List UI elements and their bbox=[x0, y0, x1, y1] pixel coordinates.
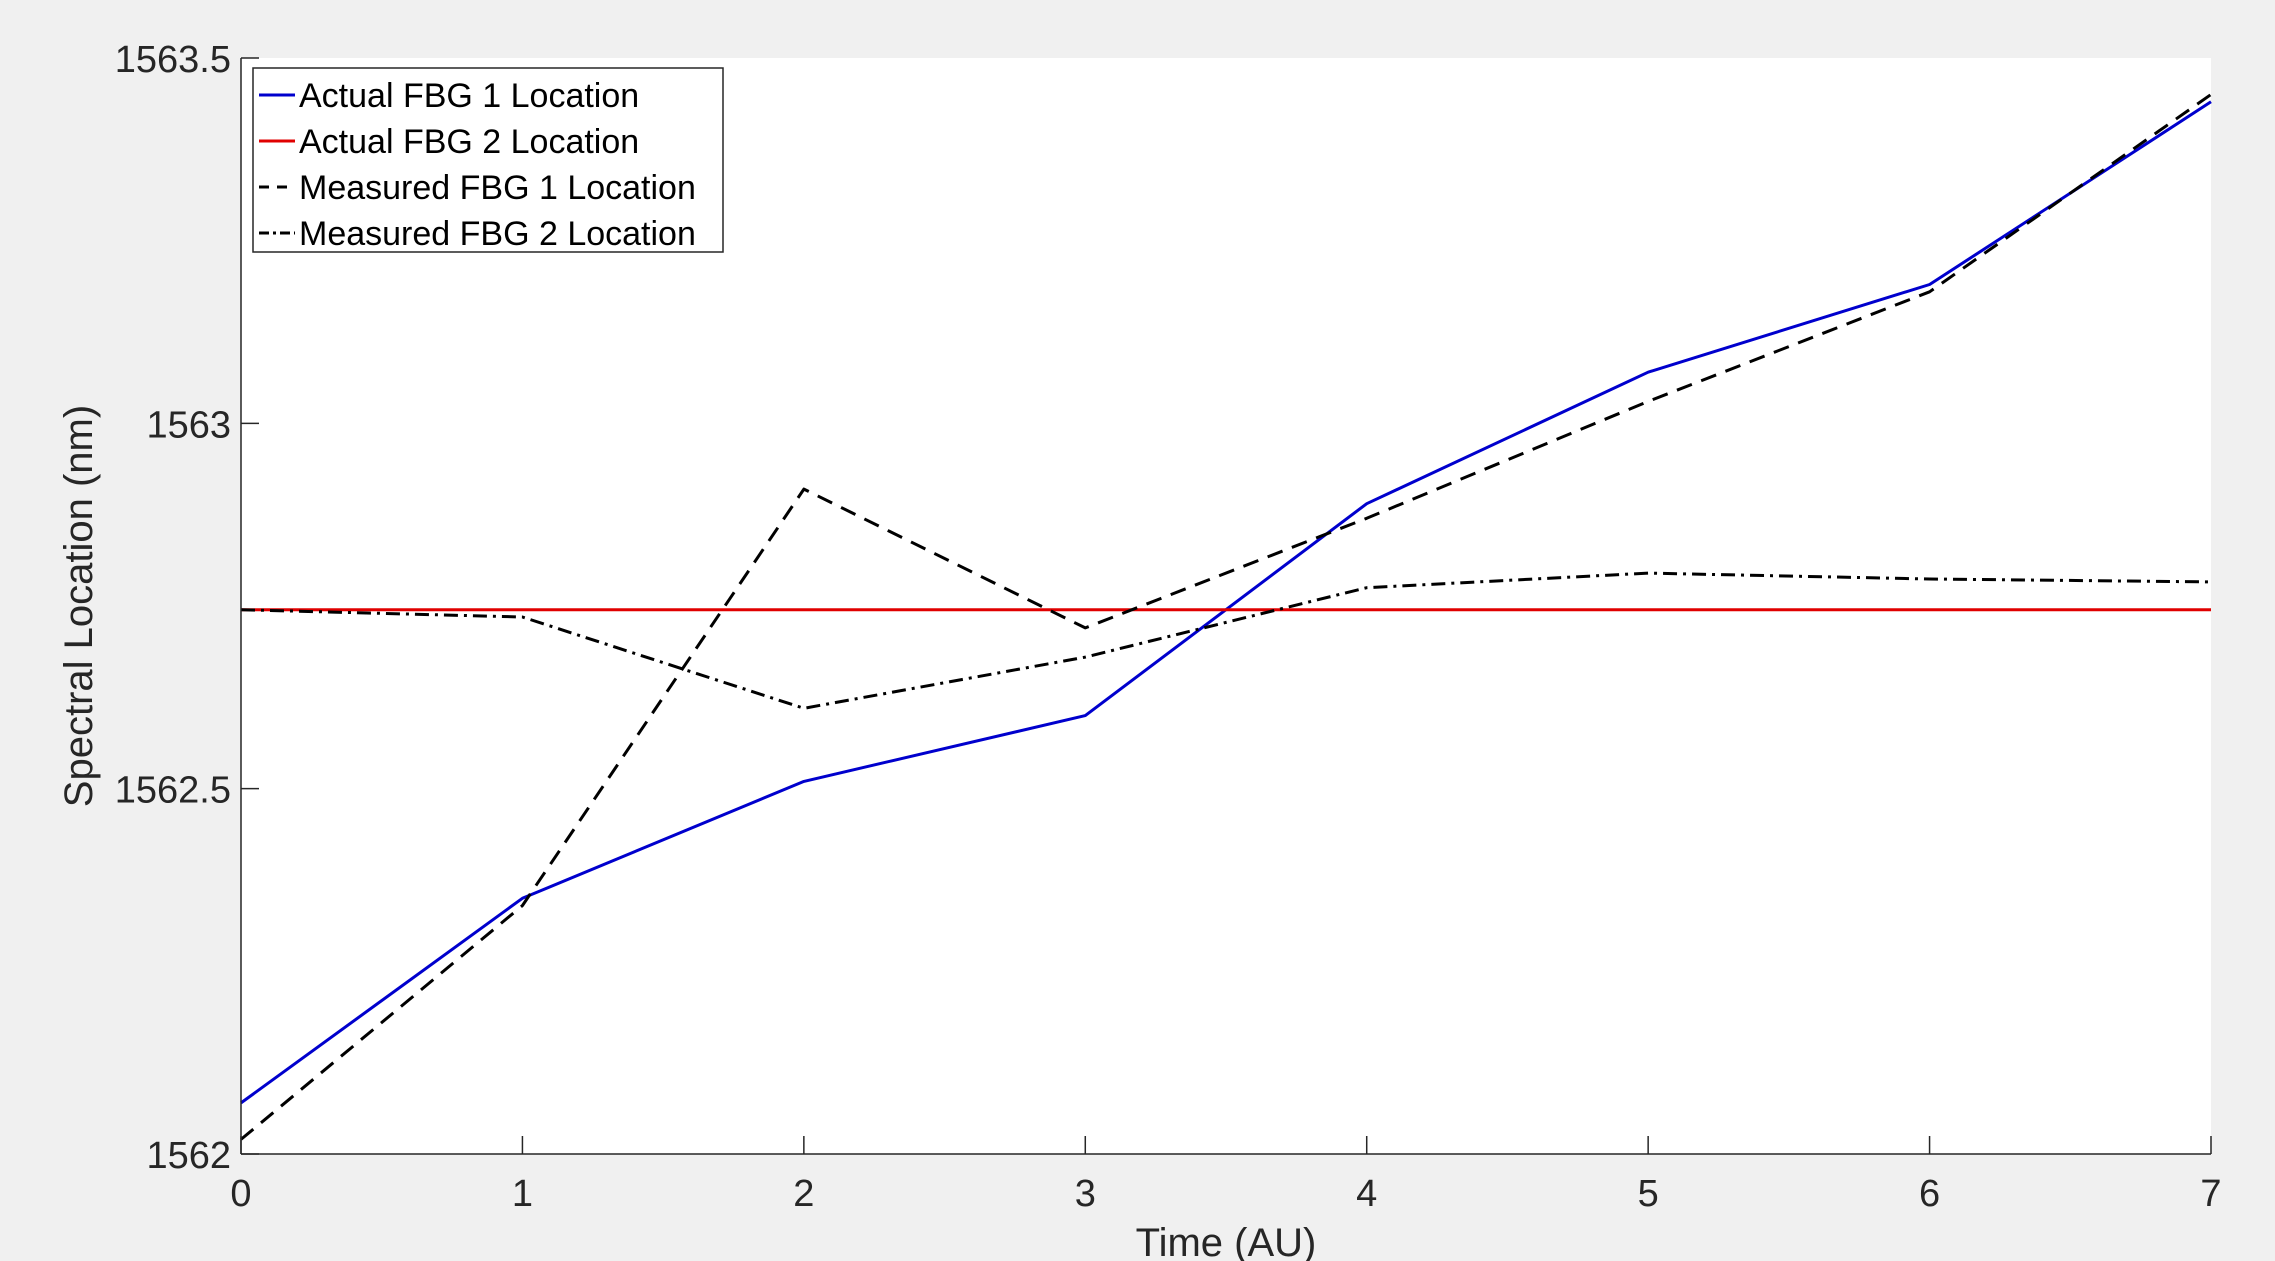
series-layer bbox=[240, 93, 2212, 1141]
x-tick-label: 7 bbox=[2200, 1173, 2221, 1215]
y-tick-label: 1563.5 bbox=[115, 39, 231, 81]
x-tick-label: 1 bbox=[512, 1173, 533, 1215]
x-tick-label: 5 bbox=[1638, 1173, 1659, 1215]
x-tick-label: 4 bbox=[1356, 1173, 1377, 1215]
y-axis-title: Spectral Location (nm) bbox=[57, 405, 101, 807]
y-tick-label: 1562.5 bbox=[115, 770, 231, 812]
series-line-3 bbox=[240, 93, 2212, 1141]
x-tick-label: 2 bbox=[793, 1173, 814, 1215]
x-tick-label: 0 bbox=[230, 1173, 251, 1215]
y-tick-label: 1563 bbox=[146, 404, 231, 446]
x-tick-label: 3 bbox=[1075, 1173, 1096, 1215]
axes-layer: 0 1 2 3 4 5 6 7 1562 1562.5 1563 1563.5 bbox=[115, 39, 2222, 1215]
legend-label: Measured FBG 2 Location bbox=[299, 215, 696, 253]
x-axis-title: Time (AU) bbox=[1136, 1221, 1317, 1261]
legend-label: Actual FBG 2 Location bbox=[299, 123, 639, 161]
legend: Actual FBG 1 Location Actual FBG 2 Locati… bbox=[252, 67, 724, 253]
series-line-4 bbox=[240, 571, 2212, 710]
x-tick-label: 6 bbox=[1919, 1173, 1940, 1215]
y-tick-label: 1562 bbox=[146, 1135, 231, 1177]
legend-label: Measured FBG 1 Location bbox=[299, 169, 696, 207]
legend-label: Actual FBG 1 Location bbox=[299, 77, 639, 115]
legend-box bbox=[252, 67, 724, 253]
